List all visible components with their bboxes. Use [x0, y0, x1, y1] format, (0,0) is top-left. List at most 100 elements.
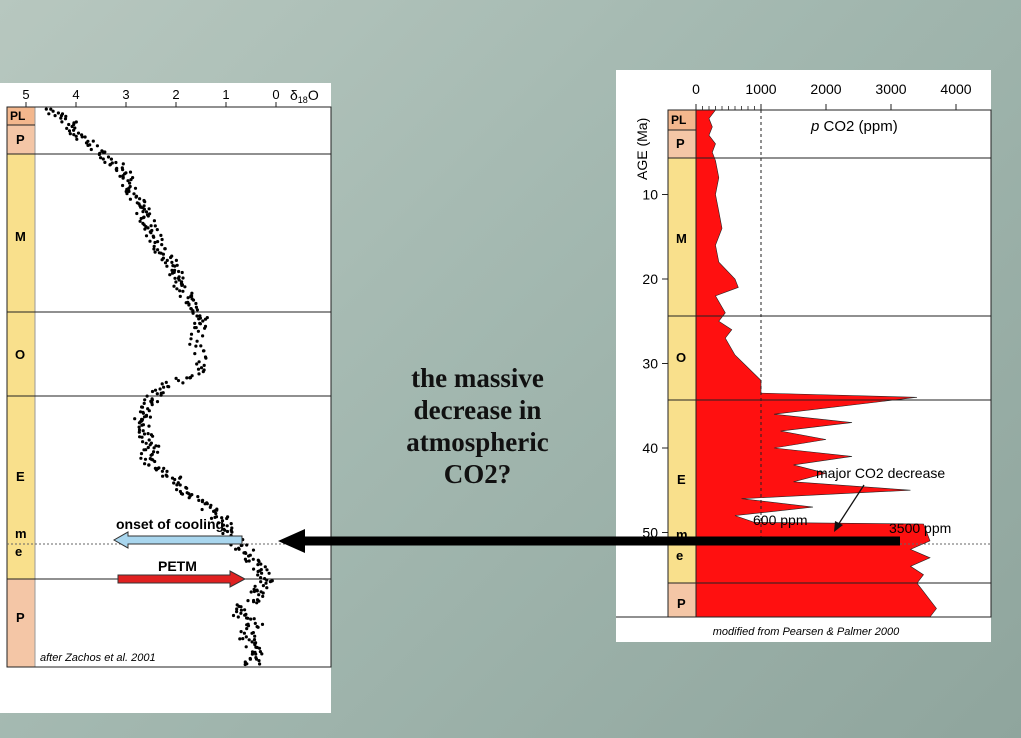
delta18o-point	[245, 543, 249, 547]
delta18o-point	[257, 599, 261, 603]
delta18o-point	[160, 258, 164, 262]
delta18o-point	[67, 122, 71, 127]
delta18o-point	[168, 273, 172, 277]
epoch-label-p: P	[16, 132, 25, 147]
delta18o-point	[172, 284, 176, 288]
delta18o-point	[212, 509, 216, 513]
delta18o-point	[159, 251, 163, 255]
delta18o-point	[176, 379, 181, 383]
delta18o-point	[139, 456, 143, 460]
delta18o-point	[221, 523, 226, 527]
delta18o-point	[216, 521, 221, 525]
epoch-label-e: E	[16, 469, 25, 484]
delta18o-point	[196, 367, 201, 371]
epoch-label-pl: PL	[10, 109, 25, 123]
petm-label: PETM	[158, 558, 197, 574]
delta18o-point	[199, 344, 203, 348]
onset-of-cooling-arrow	[112, 531, 243, 549]
delta18o-point	[103, 160, 107, 164]
delta18o-point	[141, 410, 145, 414]
delta18o-point	[177, 269, 181, 274]
epoch-label-o: O	[15, 347, 25, 362]
delta18o-point	[80, 135, 84, 139]
delta18o-point	[263, 565, 267, 569]
delta18o-point	[180, 270, 184, 275]
delta18o-point	[204, 356, 208, 360]
left-credit: after Zachos et al. 2001	[40, 652, 156, 664]
delta18o-point	[195, 362, 199, 366]
right-x-tick-label: 4000	[940, 81, 971, 97]
delta18o-point	[121, 162, 125, 166]
delta18o-point	[173, 477, 177, 482]
delta18o-point	[159, 233, 163, 237]
delta18o-point	[234, 547, 238, 551]
delta18o-point	[158, 387, 162, 391]
delta18o-point	[256, 563, 260, 567]
delta18o-point	[146, 226, 150, 230]
delta18o-point	[138, 435, 142, 439]
delta18o-point	[198, 321, 202, 325]
delta18o-point	[242, 631, 246, 635]
annotation-3500-ppm: 3500 ppm	[889, 520, 951, 536]
right-epoch-label-p: P	[676, 136, 685, 151]
delta18o-point	[129, 178, 133, 182]
delta18o-point	[149, 224, 153, 228]
delta18o-point	[169, 255, 173, 260]
delta18o-point	[203, 326, 207, 330]
delta18o-point	[246, 599, 250, 603]
delta18o-point	[264, 581, 268, 585]
right-epoch-label-o: O	[676, 350, 686, 365]
delta18o-point	[97, 152, 101, 157]
delta18o-point	[260, 571, 264, 575]
delta18o-point	[51, 109, 55, 113]
delta18o-point	[265, 568, 269, 572]
delta18o-point	[181, 289, 185, 293]
delta18o-point	[143, 227, 147, 231]
delta18o-point	[195, 308, 199, 312]
delta18o-point	[95, 144, 99, 148]
delta18o-point	[56, 111, 61, 115]
delta18o-point	[257, 646, 262, 650]
delta18o-point	[194, 301, 198, 306]
delta18o-point	[186, 296, 190, 300]
delta18o-point	[152, 446, 156, 450]
delta18o-point	[257, 593, 261, 597]
delta18o-point	[194, 344, 198, 348]
delta18o-point	[114, 167, 118, 171]
delta18o-point	[252, 567, 256, 571]
delta18o-point	[213, 515, 217, 519]
delta18o-point	[47, 112, 51, 116]
delta18o-point	[249, 617, 253, 621]
delta18o-point	[245, 623, 249, 627]
delta18o-point	[250, 650, 255, 654]
delta18o-point	[187, 303, 191, 307]
delta18o-point	[126, 179, 130, 183]
delta18o-point	[147, 463, 151, 467]
delta18o-point	[128, 197, 132, 201]
delta18o-point	[163, 261, 168, 265]
delta18o-point	[86, 143, 90, 147]
left-x-tick-label: 1	[222, 87, 229, 102]
delta18o-point	[161, 474, 165, 478]
delta18o-point	[138, 410, 143, 414]
delta18o-point	[259, 568, 263, 572]
delta18o-point	[188, 342, 192, 346]
delta18o-point	[155, 400, 160, 404]
right-x-tick-label: 1000	[745, 81, 776, 97]
delta18o-point	[140, 435, 144, 439]
delta18o-point	[101, 157, 105, 161]
delta18o-point	[121, 176, 125, 180]
pco2-chart: 0 1000 2000 3000 4000 10 20 30 40 50 AGE (Ma) PL…	[616, 81, 992, 638]
delta18o-point	[253, 634, 257, 638]
delta18o-point	[59, 116, 63, 120]
delta18o-point	[170, 271, 175, 275]
delta18o-point	[143, 200, 147, 204]
delta18o-point	[125, 192, 129, 196]
delta18o-point	[221, 531, 225, 536]
delta18o-point	[160, 237, 164, 242]
delta18o-point	[156, 450, 160, 454]
delta18o-point	[189, 294, 193, 299]
delta18o-point	[260, 622, 265, 627]
delta18o-point	[133, 186, 138, 190]
delta18o-point	[121, 168, 125, 172]
